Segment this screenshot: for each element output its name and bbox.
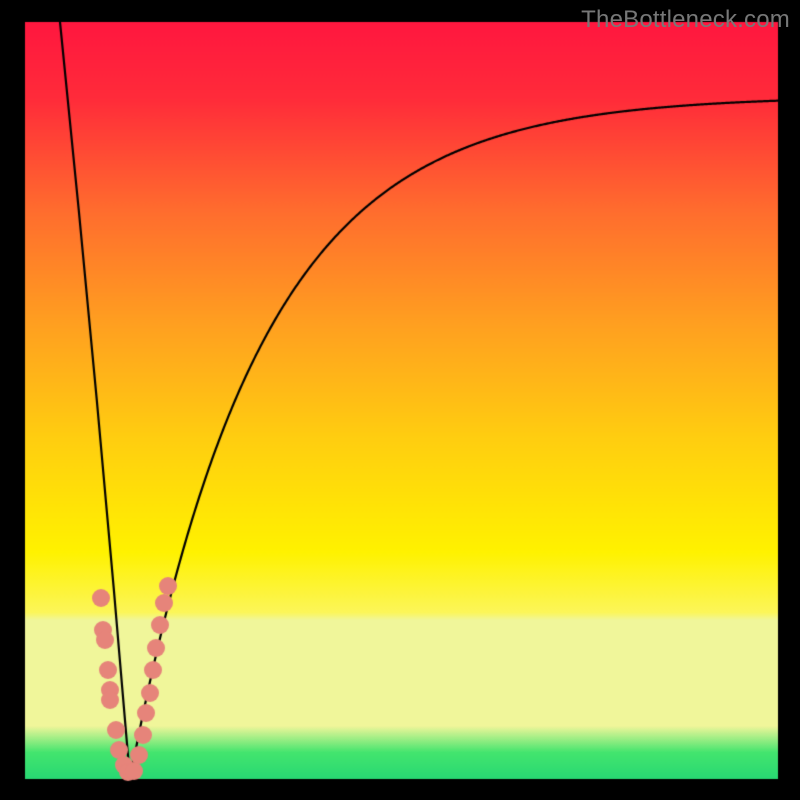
chart-stage: TheBottleneck.com: [0, 0, 800, 800]
bottleneck-gradient-chart: [0, 0, 800, 800]
watermark-text: TheBottleneck.com: [581, 6, 790, 34]
